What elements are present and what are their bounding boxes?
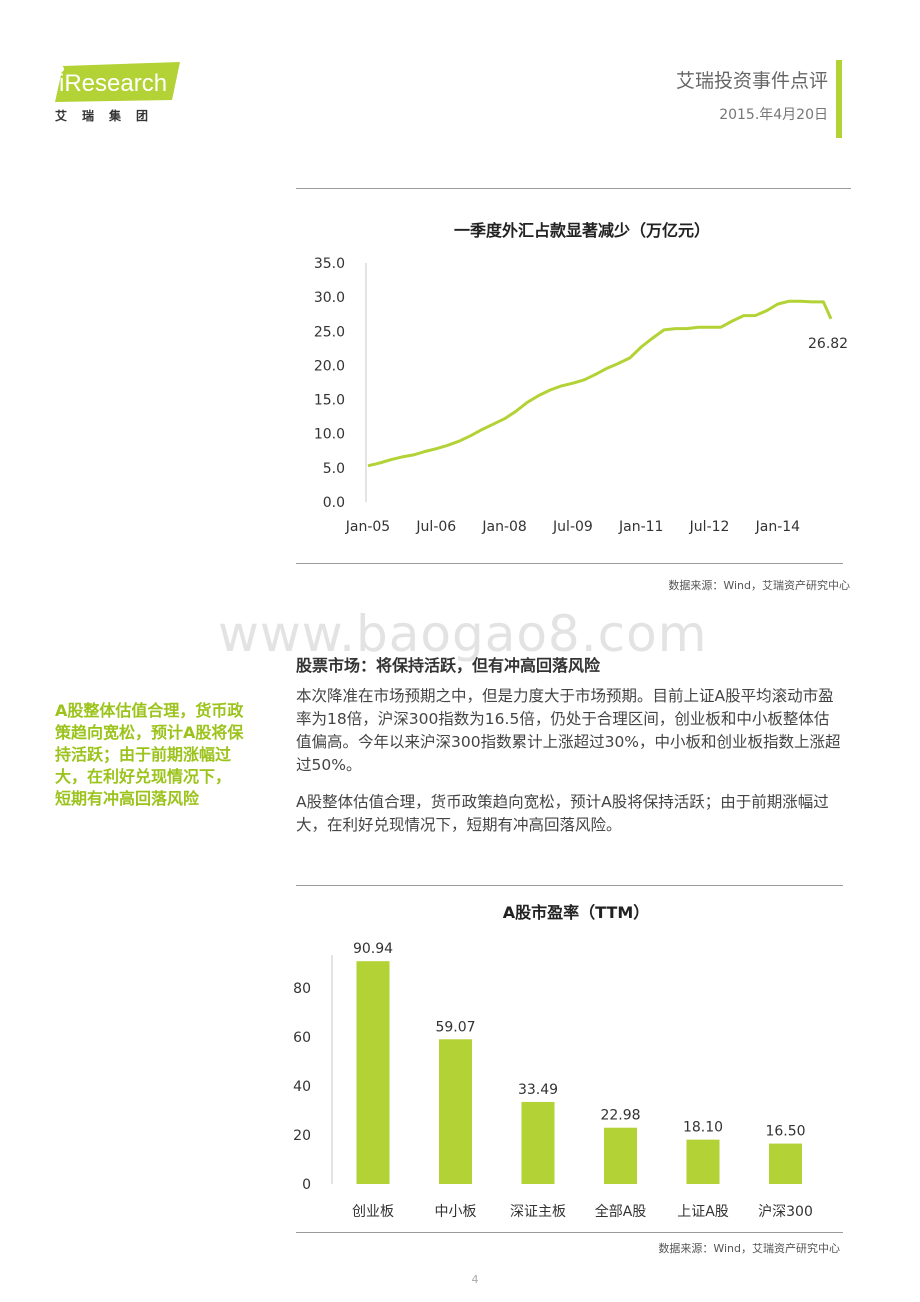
chart2-source: 数据来源：Wind，艾瑞资产研究中心	[658, 1242, 840, 1255]
paragraph-2: A股整体估值合理，货币政策趋向宽松，预计A股将保持活跃；由于前期涨幅过大，在利好…	[296, 793, 829, 834]
y-tick-label: 5.0	[323, 461, 345, 477]
y-tick-label: 0.0	[323, 495, 345, 511]
bar-chart-title: A股市盈率（TTM）	[503, 903, 650, 922]
bar	[769, 1143, 802, 1184]
page-number: 4	[471, 1273, 479, 1286]
y-tick-label: 15.0	[314, 393, 345, 409]
x-category-label: 中小板	[435, 1204, 477, 1220]
x-category-label: 上证A股	[677, 1204, 729, 1220]
chart1-bottom-rule	[296, 563, 843, 564]
chart2-top-rule	[296, 885, 843, 886]
bar	[521, 1101, 555, 1184]
bar-value-label: 59.07	[435, 1019, 475, 1035]
chart2-bottom-rule	[296, 1232, 843, 1233]
y-tick-label: 35.0	[314, 256, 345, 272]
document-date: 2015.年4月20日	[719, 107, 828, 123]
line-chart-title: 一季度外汇占款显著减少（万亿元）	[454, 221, 710, 240]
bar	[604, 1127, 637, 1184]
bar-value-label: 16.50	[765, 1124, 805, 1140]
chart1-source: 数据来源：Wind，艾瑞资产研究中心	[668, 579, 850, 592]
bar-value-label: 18.10	[683, 1120, 723, 1136]
x-tick-label: Jan-05	[345, 519, 390, 535]
x-tick-label: Jul-09	[552, 519, 593, 535]
chart1-top-rule	[296, 188, 851, 189]
bar-value-label: 90.94	[353, 941, 393, 957]
y-tick-label: 20.0	[314, 358, 345, 374]
y-tick-label: 60	[293, 1030, 311, 1046]
pe-ratio-bar-chart: A股市盈率（TTM） 80 60 40 20 0 90.94 创业板 59.07 中小板 33.…	[293, 903, 813, 1220]
section-heading: 股票市场：将保持活跃，但有冲高回落风险	[296, 656, 601, 675]
x-category-label: 全部A股	[595, 1203, 647, 1220]
logo-text: iResearch	[59, 70, 167, 97]
bar	[356, 961, 390, 1184]
bar	[686, 1139, 720, 1184]
document-title: 艾瑞投资事件点评	[675, 70, 828, 92]
x-tick-label: Jan-14	[755, 519, 801, 535]
sidebar-highlight: A股整体估值合理，货币政策趋向宽松，预计A股将保持活跃；由于前期涨幅过大，在利好…	[55, 701, 244, 808]
x-tick-label: Jan-11	[618, 519, 663, 535]
end-value-label: 26.82	[808, 336, 848, 352]
y-tick-label: 80	[293, 981, 311, 997]
y-tick-label: 0	[302, 1177, 311, 1193]
x-category-label: 创业板	[352, 1204, 394, 1220]
y-tick-label: 10.0	[314, 427, 345, 443]
y-tick-label: 30.0	[314, 290, 345, 306]
bar-value-label: 33.49	[518, 1082, 558, 1098]
bar-value-label: 22.98	[600, 1108, 640, 1124]
y-tick-label: 40	[293, 1079, 311, 1095]
watermark: www.baogao8.com	[218, 605, 708, 663]
iresearch-logo: iResearch	[55, 62, 180, 102]
x-tick-label: Jul-06	[415, 519, 456, 535]
series-line	[367, 299, 833, 468]
header-accent-bar	[836, 60, 842, 138]
y-tick-label: 25.0	[314, 324, 345, 340]
fx-reserves-line-chart: 一季度外汇占款显著减少（万亿元） 35.0 30.0 25.0 20.0 15.0 10.…	[314, 221, 848, 535]
x-category-label: 沪深300	[758, 1204, 813, 1220]
x-category-label: 深证主板	[510, 1204, 566, 1220]
y-tick-label: 20	[293, 1128, 311, 1144]
paragraph-1: 本次降准在市场预期之中，但是力度大于市场预期。目前上证A股平均滚动市盈率为18倍…	[296, 687, 841, 774]
x-tick-label: Jan-08	[481, 519, 526, 535]
logo-subtitle: 艾瑞集团	[55, 109, 164, 123]
bar	[439, 1039, 472, 1184]
x-tick-label: Jul-12	[689, 519, 730, 535]
